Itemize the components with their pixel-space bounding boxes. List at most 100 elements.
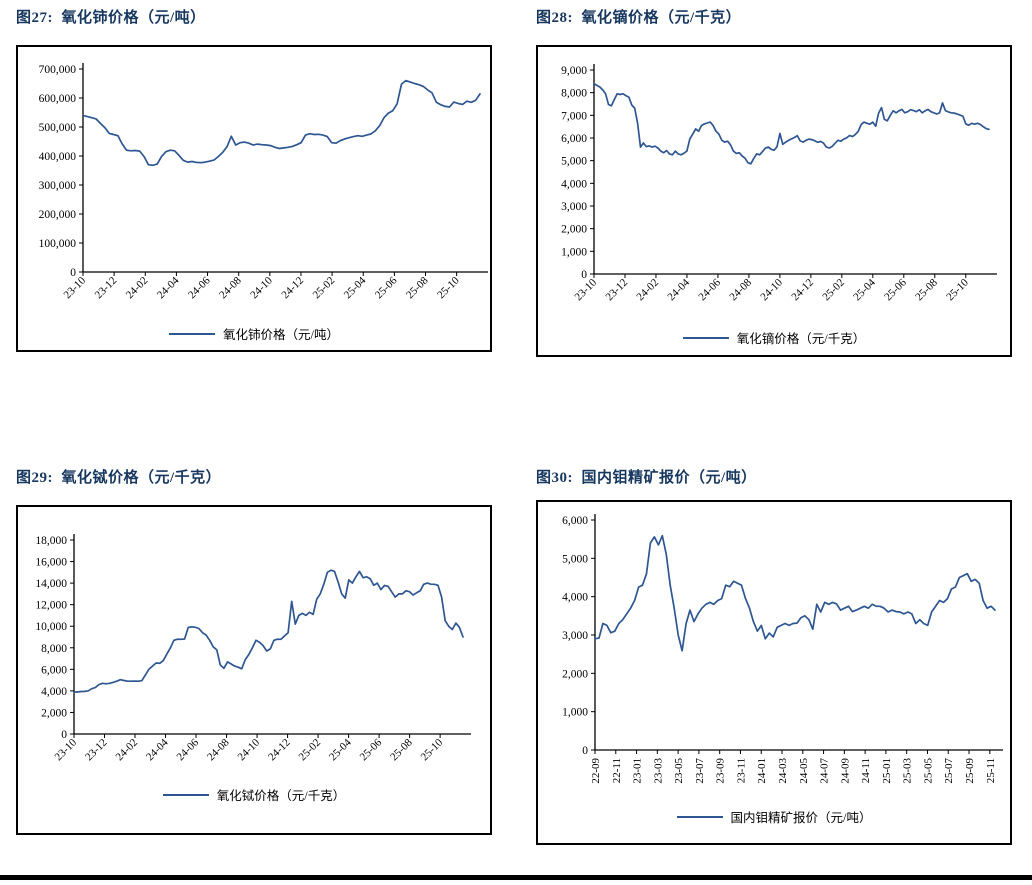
svg-text:400,000: 400,000 <box>39 151 77 163</box>
svg-text:25-01: 25-01 <box>881 758 893 784</box>
svg-text:25-05: 25-05 <box>922 758 934 784</box>
svg-text:6,000: 6,000 <box>41 664 67 676</box>
svg-text:25-08: 25-08 <box>404 274 431 301</box>
svg-text:24-10: 24-10 <box>236 736 263 763</box>
svg-text:23-07: 23-07 <box>694 758 706 784</box>
svg-text:24-02: 24-02 <box>124 275 151 302</box>
svg-text:23-10: 23-10 <box>61 274 88 301</box>
figure-card-29: 0 2,000 4,000 6,000 8,000 10,000 12,000 14,000 1… <box>16 505 492 835</box>
figure-title-29: 图29: 氧化铽价格（元/千克） <box>16 470 222 486</box>
svg-text:25-10: 25-10 <box>435 274 462 301</box>
svg-text:22-11: 22-11 <box>611 758 623 783</box>
svg-text:24-02: 24-02 <box>634 277 661 304</box>
svg-text:25-10: 25-10 <box>944 276 971 303</box>
svg-text:0: 0 <box>581 269 587 281</box>
legend-line-sample <box>169 332 215 335</box>
svg-text:22-09: 22-09 <box>590 758 602 784</box>
figure-title-28: 图28: 氧化镝价格（元/千克） <box>536 10 742 26</box>
svg-text:25-08: 25-08 <box>388 736 415 763</box>
svg-text:600,000: 600,000 <box>39 93 77 105</box>
svg-text:1,000: 1,000 <box>561 246 587 258</box>
svg-text:8,000: 8,000 <box>561 88 587 100</box>
svg-text:300,000: 300,000 <box>39 180 77 192</box>
svg-text:24-06: 24-06 <box>175 736 202 763</box>
svg-text:25-04: 25-04 <box>327 736 354 763</box>
legend-label: 氧化铽价格（元/千克） <box>216 789 346 803</box>
svg-text:4,000: 4,000 <box>562 592 588 604</box>
legend-label: 国内钼精矿报价（元/吨） <box>730 811 872 825</box>
svg-text:23-09: 23-09 <box>715 758 727 784</box>
svg-text:24-08: 24-08 <box>727 276 754 303</box>
svg-text:9,000: 9,000 <box>561 65 587 77</box>
svg-text:25-03: 25-03 <box>902 758 914 784</box>
svg-text:0: 0 <box>582 745 588 757</box>
svg-text:23-12: 23-12 <box>603 277 630 304</box>
legend-line-sample <box>682 336 729 339</box>
svg-text:10,000: 10,000 <box>35 621 67 633</box>
svg-text:24-06: 24-06 <box>696 276 723 303</box>
figure-card-28: 0 1,000 2,000 3,000 4,000 5,000 6,000 7,000 8,00… <box>536 45 1012 357</box>
svg-text:700,000: 700,000 <box>39 64 77 76</box>
svg-text:3,000: 3,000 <box>561 201 587 213</box>
svg-text:100,000: 100,000 <box>39 238 77 250</box>
legend-label: 氧化铈价格（元/吨） <box>223 328 339 342</box>
svg-text:25-04: 25-04 <box>851 276 878 303</box>
svg-text:25-02: 25-02 <box>820 277 847 304</box>
svg-text:24-03: 24-03 <box>777 758 789 784</box>
svg-text:1,000: 1,000 <box>562 707 588 719</box>
svg-text:8,000: 8,000 <box>41 643 67 655</box>
svg-text:25-06: 25-06 <box>882 276 909 303</box>
svg-text:7,000: 7,000 <box>561 110 587 122</box>
svg-text:24-07: 24-07 <box>819 758 831 784</box>
svg-text:24-01: 24-01 <box>756 758 768 784</box>
line-chart-dysprosium-oxide: 0 1,000 2,000 3,000 4,000 5,000 6,000 7,000 8,00… <box>561 64 997 304</box>
svg-text:24-06: 24-06 <box>186 274 213 301</box>
svg-text:24-10: 24-10 <box>248 274 275 301</box>
legend-line-sample <box>676 815 723 818</box>
chart-legend: 氧化铈价格（元/吨） <box>18 324 490 343</box>
svg-text:24-02: 24-02 <box>114 737 141 764</box>
svg-text:24-12: 24-12 <box>266 737 293 764</box>
svg-text:25-04: 25-04 <box>342 274 369 301</box>
chart-legend: 国内钼精矿报价（元/吨） <box>538 807 1010 826</box>
line-chart-molybdenum-concentrate: 0 1,000 2,000 3,000 4,000 5,000 6,000 22-09 22-1… <box>562 514 1003 784</box>
svg-text:23-05: 23-05 <box>673 758 685 784</box>
figure-card-27: 0 100,000 200,000 300,000 400,000 500,000 600,… <box>16 45 492 352</box>
svg-text:25-10: 25-10 <box>419 736 446 763</box>
svg-text:18,000: 18,000 <box>35 535 67 547</box>
svg-text:2,000: 2,000 <box>562 668 588 680</box>
figure-card-30: 0 1,000 2,000 3,000 4,000 5,000 6,000 22-09 22-1… <box>536 500 1012 845</box>
svg-text:4,000: 4,000 <box>41 686 67 698</box>
svg-text:25-06: 25-06 <box>358 736 385 763</box>
svg-text:24-09: 24-09 <box>839 758 851 784</box>
legend-line-sample <box>162 793 209 796</box>
chart-legend: 氧化镝价格（元/千克） <box>538 328 1010 347</box>
svg-text:24-05: 24-05 <box>798 758 810 784</box>
svg-text:3,000: 3,000 <box>562 630 588 642</box>
svg-text:24-10: 24-10 <box>758 276 785 303</box>
svg-text:6,000: 6,000 <box>561 133 587 145</box>
svg-text:24-12: 24-12 <box>789 277 816 304</box>
svg-text:0: 0 <box>61 729 67 741</box>
svg-text:24-08: 24-08 <box>205 736 232 763</box>
svg-text:5,000: 5,000 <box>561 156 587 168</box>
svg-text:16,000: 16,000 <box>35 557 67 569</box>
svg-text:24-04: 24-04 <box>155 274 182 301</box>
svg-text:23-12: 23-12 <box>93 275 120 302</box>
svg-text:24-08: 24-08 <box>217 274 244 301</box>
figure-title-27: 图27: 氧化铈价格（元/吨） <box>16 10 206 26</box>
svg-text:2,000: 2,000 <box>561 224 587 236</box>
figure-title-30: 图30: 国内钼精矿报价（元/吨） <box>536 470 757 486</box>
line-chart-cerium-oxide: 0 100,000 200,000 300,000 400,000 500,000 600,… <box>39 63 488 302</box>
svg-text:200,000: 200,000 <box>39 209 77 221</box>
svg-text:25-02: 25-02 <box>297 737 324 764</box>
svg-text:23-12: 23-12 <box>83 737 110 764</box>
svg-text:24-04: 24-04 <box>665 276 692 303</box>
svg-text:25-06: 25-06 <box>373 274 400 301</box>
svg-text:23-01: 23-01 <box>632 758 644 784</box>
svg-text:24-11: 24-11 <box>860 758 872 783</box>
svg-text:14,000: 14,000 <box>35 578 67 590</box>
legend-label: 氧化镝价格（元/千克） <box>736 332 866 346</box>
svg-text:5,000: 5,000 <box>562 553 588 565</box>
